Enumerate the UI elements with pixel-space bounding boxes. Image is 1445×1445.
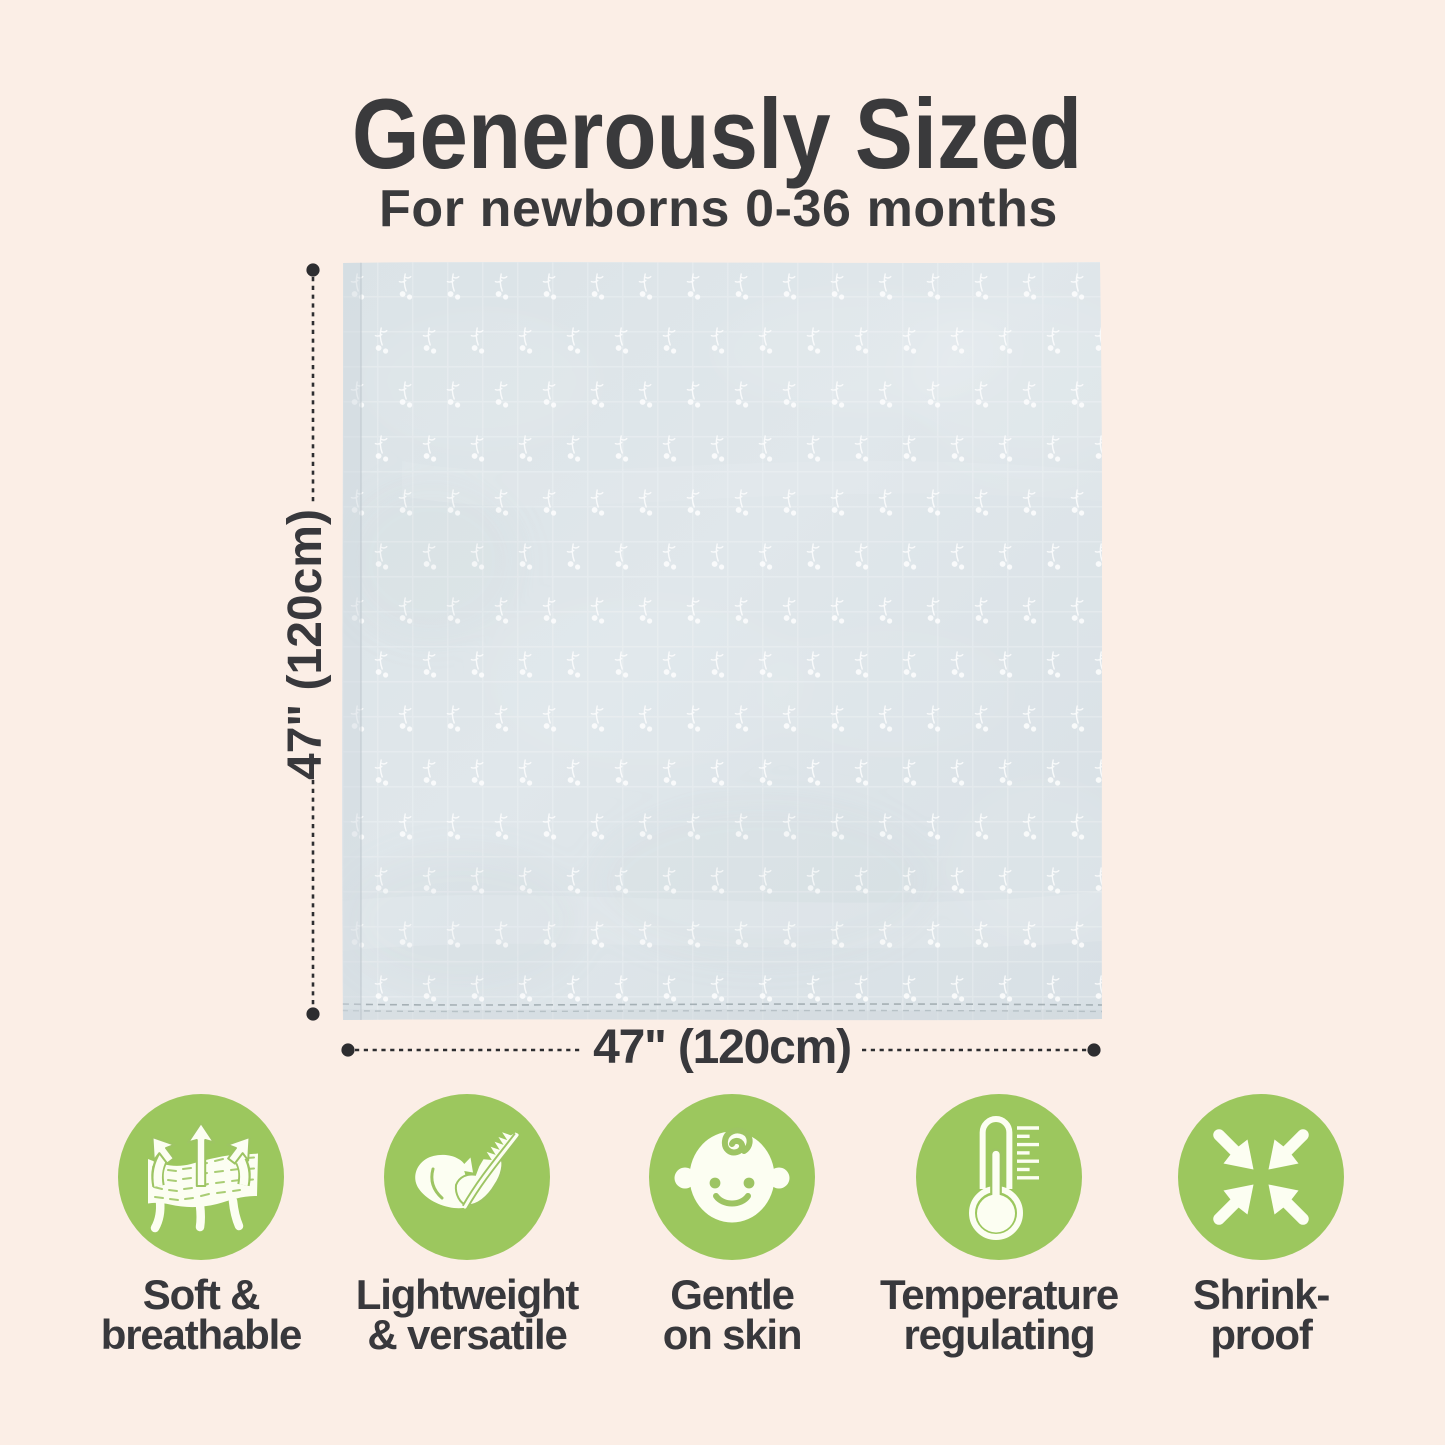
svg-text:47" (120cm): 47" (120cm) — [279, 509, 332, 780]
svg-text:47" (120cm): 47" (120cm) — [593, 1021, 851, 1074]
